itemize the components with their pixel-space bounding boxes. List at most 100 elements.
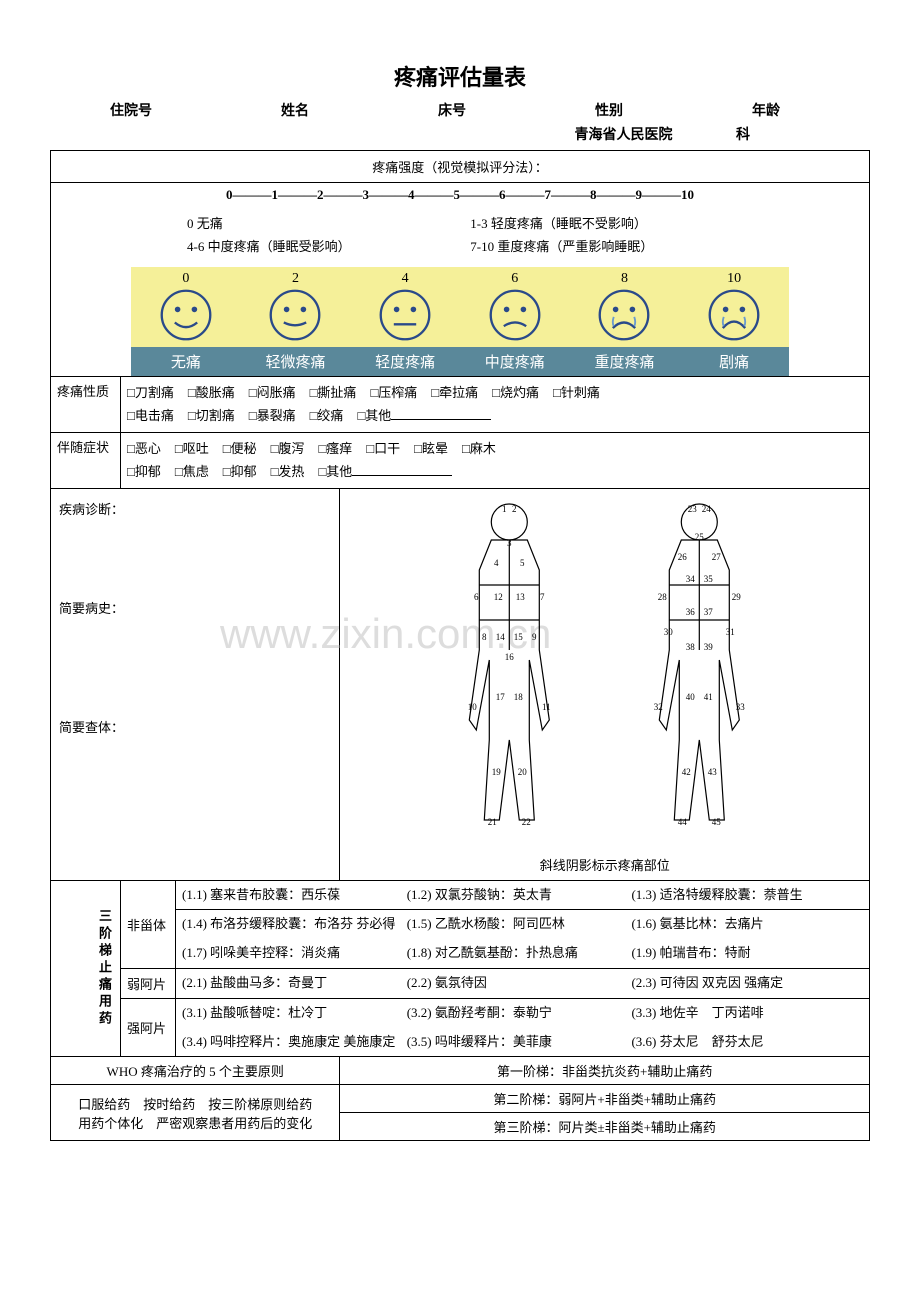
- med-item: (2.3) 可待因 双克因 强痛定: [631, 973, 856, 994]
- check-option[interactable]: □撕扯痛: [310, 381, 357, 404]
- hospital-line: 青海省人民医院 科: [50, 124, 870, 144]
- svg-text:3: 3: [507, 538, 512, 548]
- check-option[interactable]: □恶心: [127, 437, 161, 460]
- med-item: (1.2) 双氯芬酸钠：英太青: [407, 885, 632, 906]
- face-num: 2: [241, 271, 350, 287]
- check-option[interactable]: □发热: [271, 460, 305, 483]
- check-option[interactable]: □酸胀痛: [188, 381, 235, 404]
- face-cell-8: 8: [570, 271, 679, 347]
- med-item: (3.4) 吗啡控释片：奥施康定 美施康定: [182, 1032, 407, 1053]
- svg-text:29: 29: [732, 592, 742, 602]
- svg-text:6: 6: [474, 592, 479, 602]
- svg-text:16: 16: [505, 652, 515, 662]
- diagnosis-label: 疾病诊断：: [59, 499, 331, 518]
- exam-label: 简要查体：: [59, 717, 331, 736]
- med-cat-2: 强阿片: [121, 998, 176, 1057]
- check-option[interactable]: □口干: [366, 437, 400, 460]
- face-cell-0: 0: [131, 271, 240, 347]
- med-row: (2.1) 盐酸曲马多：奇曼丁(2.2) 氨氛待因(2.3) 可待因 双克因 强…: [176, 968, 870, 998]
- svg-text:43: 43: [708, 767, 718, 777]
- svg-text:40: 40: [686, 692, 696, 702]
- svg-text:15: 15: [514, 632, 524, 642]
- who-line-0: 口服给药 按时给药 按三阶梯原则给药: [57, 1094, 333, 1113]
- check-option[interactable]: □呕吐: [175, 437, 209, 460]
- med-row: (1.1) 塞来昔布胶囊：西乐葆(1.2) 双氯芬酸钠：英太青(1.3) 适洛特…: [176, 880, 870, 910]
- svg-text:19: 19: [492, 767, 502, 777]
- svg-text:24: 24: [702, 504, 712, 514]
- main-table: 疼痛强度（视觉模拟评分法）： 0———1———2———3———4———5———6…: [50, 150, 870, 1141]
- face-label: 剧痛: [680, 351, 789, 372]
- who-title: WHO 疼痛治疗的 5 个主要原则: [51, 1057, 340, 1085]
- svg-text:25: 25: [695, 532, 705, 542]
- svg-text:45: 45: [712, 817, 722, 827]
- med-item: (1.4) 布洛芬缓释胶囊：布洛芬 芬必得: [182, 914, 407, 935]
- check-option[interactable]: □抑郁: [127, 460, 161, 483]
- med-item: (1.3) 适洛特缓释胶囊：萘普生: [631, 885, 856, 906]
- check-option[interactable]: □压榨痛: [370, 381, 417, 404]
- face-num: 8: [570, 271, 679, 287]
- check-option[interactable]: □电击痛: [127, 404, 174, 427]
- face-icon: [596, 287, 652, 343]
- svg-text:22: 22: [522, 817, 531, 827]
- med-item: (2.2) 氨氛待因: [407, 973, 632, 994]
- svg-text:32: 32: [654, 702, 663, 712]
- check-option[interactable]: □抑郁: [223, 460, 257, 483]
- check-option[interactable]: □腹泻: [271, 437, 305, 460]
- ladder-2: 第二阶梯：弱阿片+非甾类+辅助止痛药: [340, 1085, 870, 1113]
- who-line-1: 用药个体化 严密观察患者用药后的变化: [57, 1113, 333, 1132]
- svg-text:10: 10: [468, 702, 478, 712]
- symptoms-label: 伴随症状: [51, 432, 121, 488]
- check-option[interactable]: □牵拉痛: [431, 381, 478, 404]
- check-option[interactable]: □针刺痛: [553, 381, 600, 404]
- check-option[interactable]: □便秘: [223, 437, 257, 460]
- check-option[interactable]: □其他: [318, 460, 466, 483]
- faces-row: 0 2 4 6 8: [131, 267, 789, 347]
- check-option[interactable]: □焦虑: [175, 460, 209, 483]
- intensity-heading: 疼痛强度（视觉模拟评分法）：: [51, 151, 870, 183]
- med-item: (2.1) 盐酸曲马多：奇曼丁: [182, 973, 407, 994]
- level-7-10: 7-10 重度疼痛（严重影响睡眠）: [470, 239, 653, 254]
- ladder-3: 第三阶梯：阿片类±非甾类+辅助止痛药: [340, 1113, 870, 1141]
- svg-text:13: 13: [516, 592, 526, 602]
- face-icon: [377, 287, 433, 343]
- svg-text:28: 28: [658, 592, 668, 602]
- svg-text:21: 21: [488, 817, 497, 827]
- svg-text:23: 23: [688, 504, 698, 514]
- check-option[interactable]: □其他: [357, 404, 505, 427]
- check-option[interactable]: □暴裂痛: [249, 404, 296, 427]
- med-row: (3.1) 盐酸哌替啶：杜冷丁(3.2) 氨酚羟考酮：泰勒宁(3.3) 地佐辛 …: [176, 998, 870, 1027]
- patient-header: 住院号 姓名 床号 性别 年龄: [50, 100, 870, 120]
- med-item: (1.9) 帕瑞昔布：特耐: [631, 943, 856, 964]
- svg-text:14: 14: [496, 632, 506, 642]
- svg-text:1: 1: [502, 504, 507, 514]
- med-item: (1.6) 氨基比林：去痛片: [631, 914, 856, 935]
- check-option[interactable]: □烧灼痛: [492, 381, 539, 404]
- face-num: 6: [460, 271, 569, 287]
- med-item: (1.8) 对乙酰氨基酚：扑热息痛: [407, 943, 632, 964]
- hospital-name: 青海省人民医院: [575, 128, 673, 143]
- face-num: 0: [131, 271, 240, 287]
- svg-text:37: 37: [704, 607, 714, 617]
- check-option[interactable]: □闷胀痛: [249, 381, 296, 404]
- check-option[interactable]: □眩晕: [414, 437, 448, 460]
- face-cell-2: 2: [241, 271, 350, 347]
- level-0: 0 无痛: [187, 213, 467, 232]
- med-item: (1.7) 吲哚美辛控释：消炎痛: [182, 943, 407, 964]
- check-option[interactable]: □切割痛: [188, 404, 235, 427]
- check-option[interactable]: □瘙痒: [318, 437, 352, 460]
- med-item: (3.1) 盐酸哌替啶：杜冷丁: [182, 1003, 407, 1024]
- face-icon: [487, 287, 543, 343]
- level-4-6: 4-6 中度疼痛（睡眠受影响）: [187, 236, 467, 255]
- body-diagram: 12 3 45 612137 814159 16 10171811 1920 2…: [346, 495, 863, 855]
- svg-text:27: 27: [712, 552, 722, 562]
- dept-suffix: 科: [736, 128, 750, 143]
- face-icon: [706, 287, 762, 343]
- check-option[interactable]: □刀割痛: [127, 381, 174, 404]
- check-option[interactable]: □绞痛: [310, 404, 344, 427]
- svg-text:7: 7: [540, 592, 545, 602]
- med-item: (1.1) 塞来昔布胶囊：西乐葆: [182, 885, 407, 906]
- med-item: (3.2) 氨酚羟考酮：泰勒宁: [407, 1003, 632, 1024]
- svg-text:26: 26: [678, 552, 688, 562]
- check-option[interactable]: □麻木: [462, 437, 496, 460]
- svg-text:42: 42: [682, 767, 691, 777]
